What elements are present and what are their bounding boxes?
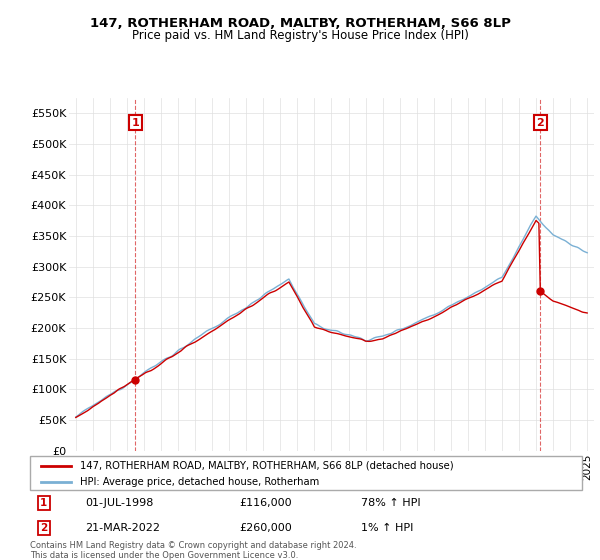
- Text: Price paid vs. HM Land Registry's House Price Index (HPI): Price paid vs. HM Land Registry's House …: [131, 29, 469, 42]
- Text: 147, ROTHERHAM ROAD, MALTBY, ROTHERHAM, S66 8LP: 147, ROTHERHAM ROAD, MALTBY, ROTHERHAM, …: [89, 17, 511, 30]
- Text: 78% ↑ HPI: 78% ↑ HPI: [361, 498, 421, 508]
- Text: 01-JUL-1998: 01-JUL-1998: [85, 498, 154, 508]
- Text: HPI: Average price, detached house, Rotherham: HPI: Average price, detached house, Roth…: [80, 477, 319, 487]
- Text: 21-MAR-2022: 21-MAR-2022: [85, 523, 160, 533]
- Text: Contains HM Land Registry data © Crown copyright and database right 2024.
This d: Contains HM Land Registry data © Crown c…: [30, 540, 356, 560]
- Text: 1: 1: [40, 498, 47, 508]
- Text: 2: 2: [536, 118, 544, 128]
- Text: £116,000: £116,000: [240, 498, 292, 508]
- Text: 2: 2: [40, 523, 47, 533]
- FancyBboxPatch shape: [30, 456, 582, 490]
- Text: 147, ROTHERHAM ROAD, MALTBY, ROTHERHAM, S66 8LP (detached house): 147, ROTHERHAM ROAD, MALTBY, ROTHERHAM, …: [80, 461, 454, 471]
- Text: £260,000: £260,000: [240, 523, 293, 533]
- Text: 1% ↑ HPI: 1% ↑ HPI: [361, 523, 413, 533]
- Text: 1: 1: [131, 118, 139, 128]
